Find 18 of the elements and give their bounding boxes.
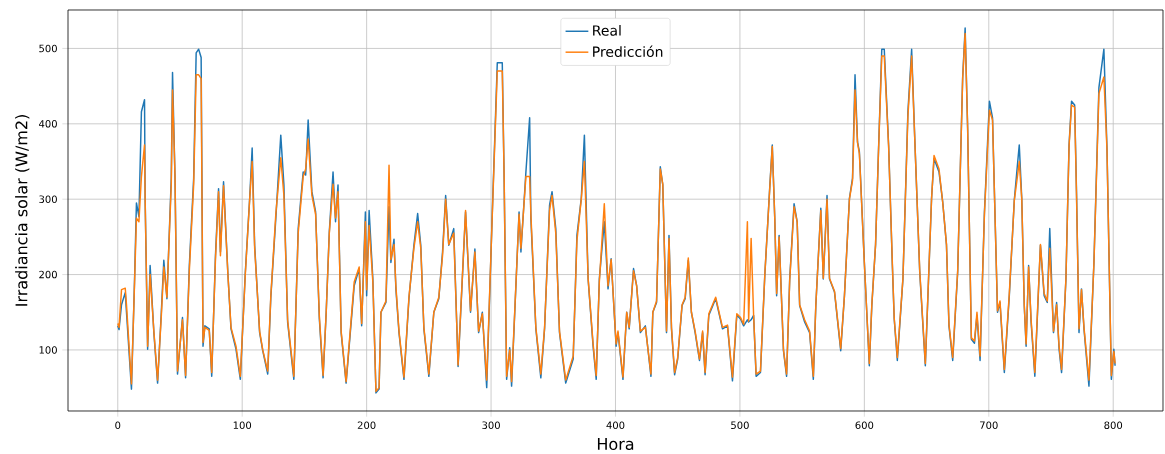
x-tick-label: 600 — [855, 421, 874, 429]
y-tick-label: 400 — [39, 119, 57, 128]
legend-label: Real — [593, 24, 621, 36]
y-axis-title: Irradiancia solar (W/m2) — [15, 114, 30, 306]
y-tick-label: 100 — [39, 345, 57, 354]
x-tick-label: 0 — [115, 421, 121, 429]
x-tick-label: 200 — [357, 421, 376, 429]
y-tick-label: 300 — [39, 195, 57, 203]
x-tick-label: 300 — [482, 421, 500, 429]
x-axis-title: Hora — [597, 437, 634, 450]
y-tick-label: 200 — [39, 270, 57, 279]
x-tick-label: 400 — [606, 421, 625, 429]
legend-label: Predicción — [593, 45, 663, 57]
x-tick-label: 800 — [1104, 421, 1123, 429]
x-tick-label: 500 — [731, 421, 749, 429]
x-tick-label: 700 — [980, 421, 998, 429]
y-tick-label: 500 — [39, 44, 57, 53]
x-tick-label: 100 — [233, 421, 252, 429]
